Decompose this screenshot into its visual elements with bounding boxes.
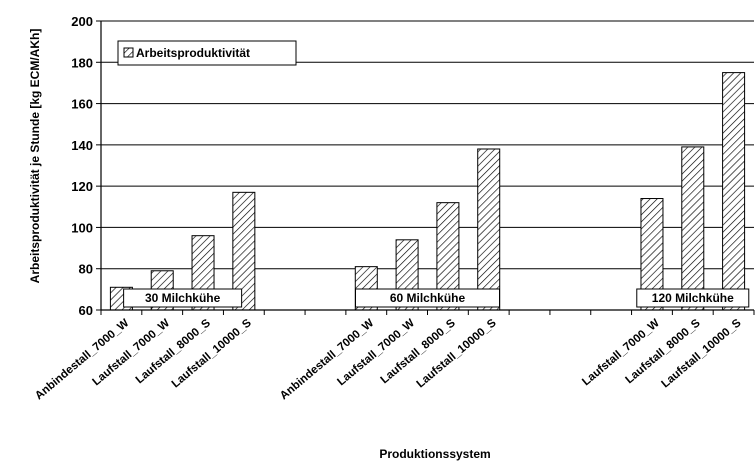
group-label-box [636, 288, 750, 308]
legend-label: Arbeitsproduktivität [136, 46, 250, 60]
y-axis-title: Arbeitsproduktivität je Stunde [kg ECM/A… [28, 29, 42, 284]
y-tick-label: 60 [79, 303, 93, 318]
bar [722, 72, 746, 311]
y-tick-label: 100 [71, 220, 93, 235]
x-category-label: Laufstall_10000_S [170, 317, 254, 391]
group-label-box [123, 288, 243, 308]
x-axis-title: Produktionssystem [379, 447, 490, 461]
y-tick-label: 80 [79, 262, 93, 277]
group-label-box [355, 288, 500, 308]
x-category-label: Laufstall_7000_W [580, 317, 662, 388]
bars [109, 72, 746, 311]
bar [681, 146, 705, 311]
x-category-label: Laufstall_8000_S [623, 317, 702, 386]
legend: Arbeitsproduktivität [117, 40, 297, 66]
y-tick-label: 200 [71, 14, 93, 29]
y-tick-label: 120 [71, 179, 93, 194]
y-tick-labels: 60 80 100 120 140 160 180 200 [71, 14, 93, 318]
x-category-label: Laufstall_7000_W [335, 317, 417, 388]
axes [100, 21, 755, 315]
x-category-label: Laufstall_10000_S [659, 317, 743, 391]
legend-swatch [123, 47, 134, 58]
x-category-label: Laufstall_8000_S [134, 317, 213, 386]
y-tick-label: 180 [71, 55, 93, 70]
y-tick-label: 160 [71, 97, 93, 112]
group-label: 60 Milchkühe [390, 291, 466, 305]
x-category-label: Laufstall_10000_S [415, 317, 499, 391]
legend-box [117, 40, 297, 66]
y-tick-label: 140 [71, 138, 93, 153]
group-label: 30 Milchkühe [145, 291, 221, 305]
x-category-label: Laufstall_8000_S [379, 317, 458, 386]
x-category-labels: Anbindestall_7000_WLaufstall_7000_WLaufs… [33, 317, 744, 402]
x-category-label: Laufstall_7000_W [90, 317, 172, 388]
group-label: 120 Milchkühe [652, 291, 734, 305]
bar [477, 148, 501, 311]
group-labels: 30 Milchkühe 60 Milchkühe 120 Milchkühe [123, 288, 750, 308]
